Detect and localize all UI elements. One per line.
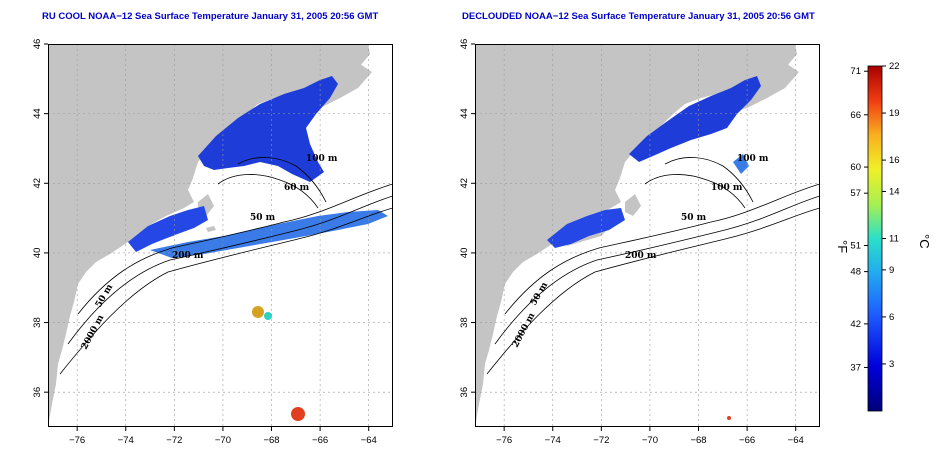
- right-grid: [475, 44, 820, 427]
- bermuda-area-land: [48, 118, 66, 134]
- celsius-tick-label: 19: [889, 108, 900, 119]
- fahrenheit-unit-label: °F: [835, 240, 850, 253]
- celsius-tick-label: 22: [889, 61, 900, 72]
- colorbar-ticks: 22 19 16 14 11 9 6 3 71 66 60 57 51 48 42 37: [850, 61, 899, 373]
- y-tick-label: 44: [32, 108, 43, 119]
- y-tick-label: 42: [32, 178, 43, 189]
- sst-southern-ne: [547, 208, 625, 248]
- x-tick-label: −66: [739, 435, 755, 446]
- x-tick-label: −74: [118, 435, 134, 446]
- sst-shelf-patch: [733, 154, 749, 174]
- svg-text:200 m: 200 m: [172, 251, 204, 261]
- fahrenheit-tick-label: 66: [850, 110, 861, 121]
- svg-text:100 m: 100 m: [711, 183, 743, 193]
- celsius-tick-label: 14: [889, 186, 900, 197]
- x-tick-label: −76: [69, 435, 85, 446]
- sst-southern-ne: [128, 206, 208, 252]
- svg-text:100 m: 100 m: [306, 154, 338, 164]
- right-map: 100 m 100 m 50 m 200 m 50 m 2000 m: [475, 44, 820, 427]
- land-mass: [475, 44, 797, 427]
- x-tick-label: −76: [496, 435, 512, 446]
- y-tick-label: 36: [32, 387, 43, 398]
- fahrenheit-tick-label: 37: [850, 362, 861, 373]
- right-map-panel: 100 m 100 m 50 m 200 m 50 m 2000 m: [475, 44, 820, 427]
- left-map: 100 m 60 m 50 m 200 m 50 m 2000 m: [48, 44, 393, 427]
- x-tick-label: −70: [642, 435, 658, 446]
- land-mass: [48, 44, 370, 427]
- x-tick-label: −72: [593, 435, 609, 446]
- cape-cod: [625, 194, 641, 216]
- nantucket: [206, 226, 216, 232]
- y-tick-label: 40: [459, 248, 470, 259]
- celsius-tick-label: 9: [889, 265, 894, 276]
- celsius-tick-label: 3: [889, 359, 894, 370]
- y-tick-label: 38: [32, 317, 43, 328]
- x-tick-label: −64: [361, 435, 377, 446]
- x-tick-label: −70: [215, 435, 231, 446]
- y-tick-label: 46: [459, 39, 470, 50]
- x-tick-label: −68: [263, 435, 279, 446]
- right-panel-title: DECLOUDED NOAA−12 Sea Surface Temperatur…: [462, 11, 815, 22]
- x-tick-label: −64: [788, 435, 804, 446]
- sst-shelf-band: [150, 210, 388, 258]
- fahrenheit-tick-label: 71: [850, 66, 861, 77]
- celsius-tick-label: 16: [889, 155, 900, 166]
- left-grid: [48, 44, 393, 427]
- left-panel-title: RU COOL NOAA−12 Sea Surface Temperature …: [42, 11, 379, 22]
- left-map-panel: 100 m 60 m 50 m 200 m 50 m 2000 m: [48, 44, 393, 427]
- y-tick-label: 40: [32, 248, 43, 259]
- fahrenheit-tick-label: 57: [850, 188, 861, 199]
- svg-text:50 m: 50 m: [681, 213, 707, 223]
- x-tick-label: −68: [690, 435, 706, 446]
- colorbar-gradient: [867, 65, 883, 412]
- celsius-tick-label: 11: [889, 234, 899, 245]
- y-tick-label: 36: [459, 387, 470, 398]
- bermuda-area-land: [475, 118, 493, 134]
- colorbar: 22 19 16 14 11 9 6 3 71 66 60 57 51 48 42 37 °F °C: [835, 61, 932, 412]
- y-tick-label: 42: [459, 178, 470, 189]
- svg-text:50 m: 50 m: [250, 213, 276, 223]
- sst-gulf-of-maine: [629, 76, 761, 162]
- x-tick-label: −66: [312, 435, 328, 446]
- x-tick-label: −72: [166, 435, 182, 446]
- fahrenheit-tick-label: 60: [850, 162, 861, 173]
- fahrenheit-tick-label: 48: [850, 267, 861, 278]
- y-tick-label: 46: [32, 39, 43, 50]
- x-tick-label: −74: [545, 435, 561, 446]
- svg-text:60 m: 60 m: [284, 183, 310, 193]
- celsius-tick-label: 6: [889, 312, 894, 323]
- sst-gulf-of-maine: [198, 76, 338, 182]
- svg-text:200 m: 200 m: [625, 251, 657, 261]
- y-tick-label: 38: [459, 317, 470, 328]
- fahrenheit-tick-label: 42: [850, 319, 861, 330]
- svg-text:100 m: 100 m: [737, 154, 769, 164]
- fahrenheit-tick-label: 51: [850, 240, 861, 251]
- y-tick-label: 44: [459, 108, 470, 119]
- celsius-unit-label: °C: [917, 234, 932, 249]
